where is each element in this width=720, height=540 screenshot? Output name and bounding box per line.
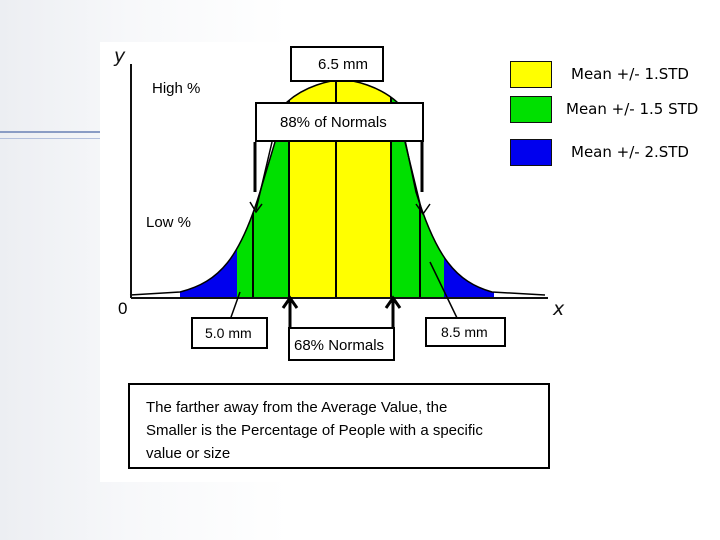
right-value-text: 8.5 mm — [441, 324, 488, 340]
decorative-line — [0, 138, 120, 139]
legend-item-2std: Mean +/- 2.STD — [510, 139, 715, 167]
peak-value-text: 6.5 mm — [318, 56, 369, 73]
legend-swatch-green — [510, 96, 552, 123]
legend-label-1-5std: Mean +/- 1.5 STD — [566, 100, 699, 118]
caption-box: The farther away from the Average Value,… — [128, 383, 550, 469]
arrowhead — [249, 201, 263, 214]
bell-curve-figure: y x 0 High % Low % 6.5 mm 88% of Normals… — [100, 42, 578, 482]
caption-line-1: The farther away from the Average Value,… — [146, 399, 448, 416]
caption-line-3: value or size — [146, 445, 231, 462]
origin-label: 0 — [118, 299, 128, 318]
decorative-line — [0, 131, 120, 133]
region-1-5std-left — [237, 80, 289, 298]
pointer-8-5mm — [429, 261, 459, 321]
bell-curve-graphic — [129, 64, 548, 358]
left-value-text: 5.0 mm — [205, 325, 252, 341]
y-axis-letter: y — [114, 45, 126, 67]
right-value-box: 8.5 mm — [425, 317, 506, 347]
legend-label-1std: Mean +/- 1.STD — [571, 65, 689, 83]
band-68-box: 68% Normals — [288, 327, 395, 361]
legend-swatch-yellow — [510, 61, 552, 88]
legend-item-1std: Mean +/- 1.STD — [510, 61, 715, 89]
low-percent-label: Low % — [146, 214, 192, 231]
band-88-box: 88% of Normals — [255, 102, 424, 142]
high-percent-label: High % — [152, 80, 201, 97]
legend-item-1-5std: Mean +/- 1.5 STD — [510, 96, 715, 124]
region-1-5std-right — [391, 80, 444, 298]
left-value-box: 5.0 mm — [191, 317, 268, 349]
arrowhead — [281, 295, 299, 309]
legend-swatch-blue — [510, 139, 552, 166]
arrow-right-down — [404, 141, 423, 213]
legend-label-2std: Mean +/- 2.STD — [571, 143, 689, 161]
caption-line-2: Smaller is the Percentage of People with… — [146, 422, 483, 439]
band-68-text: 68% Normals — [294, 337, 385, 354]
arrow-left-down — [255, 141, 273, 211]
pointer-5mm — [229, 291, 241, 321]
arrowhead — [415, 203, 431, 216]
x-axis-letter: x — [553, 298, 565, 320]
arrowhead — [384, 295, 402, 309]
peak-value-box: 6.5 mm — [290, 46, 384, 82]
region-2std-right — [444, 80, 494, 298]
band-88-text: 88% of Normals — [280, 114, 387, 131]
